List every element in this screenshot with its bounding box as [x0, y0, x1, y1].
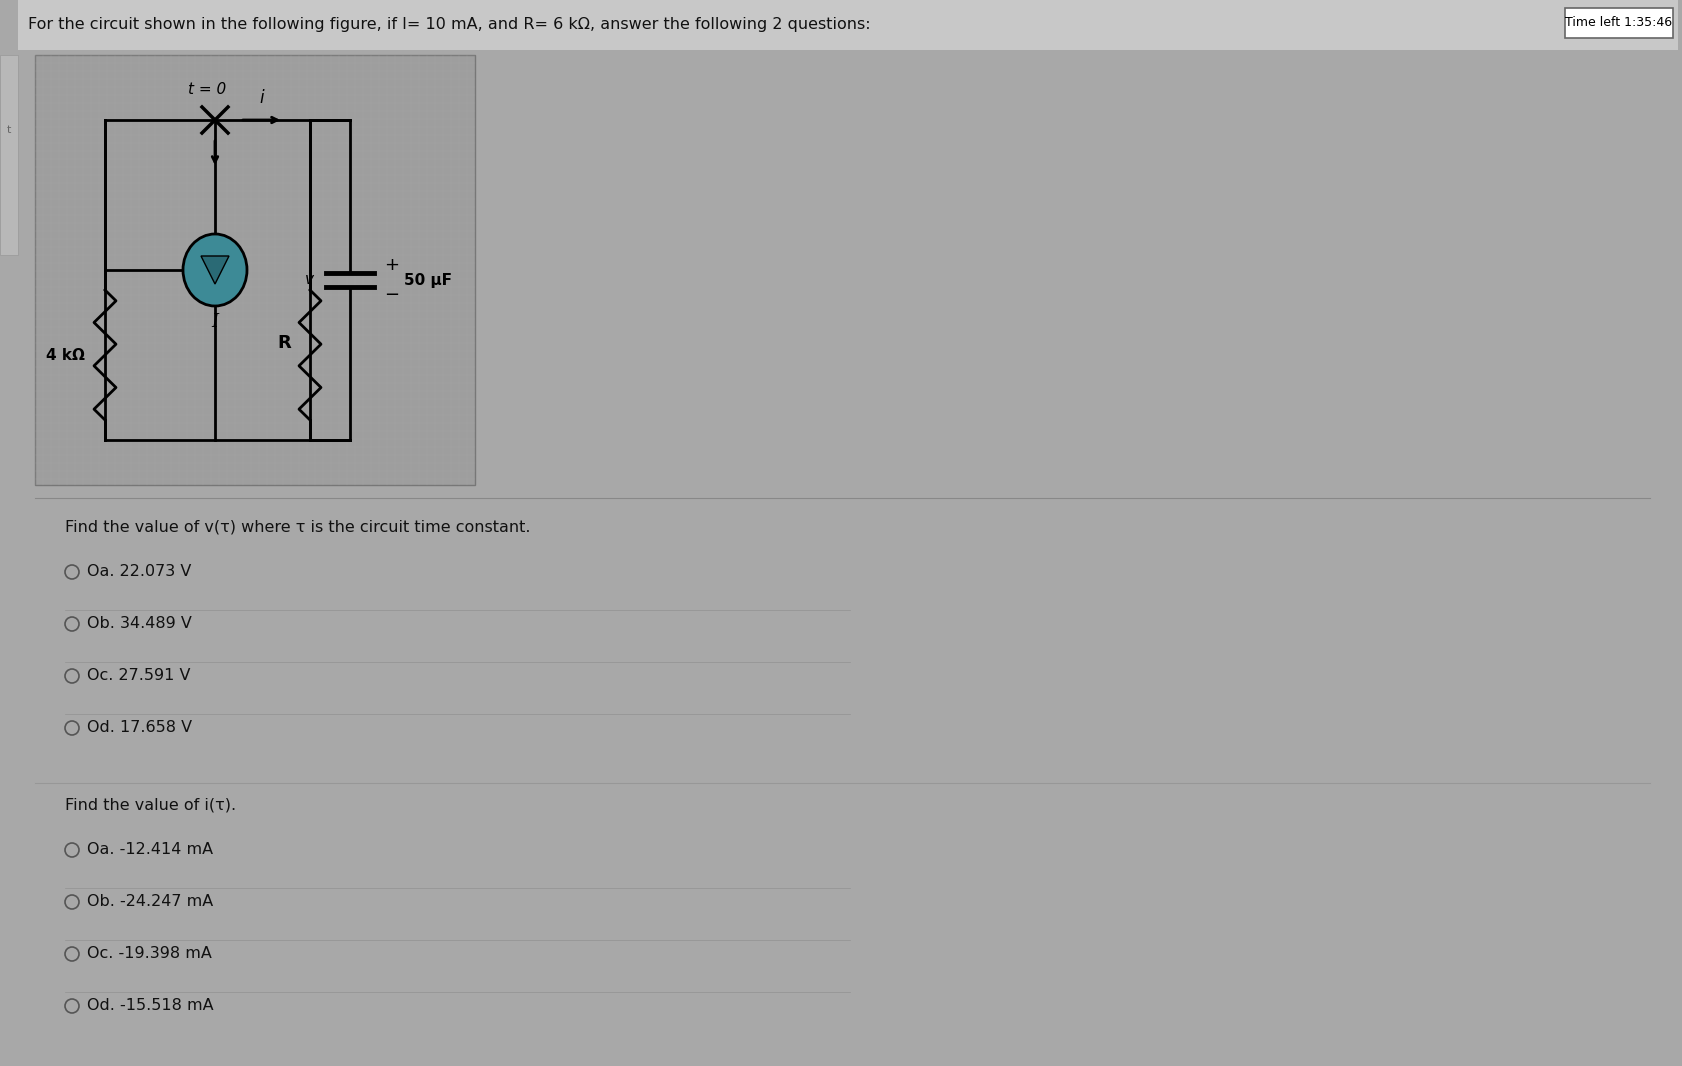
Text: Time left 1:35:46: Time left 1:35:46	[1566, 16, 1672, 30]
Ellipse shape	[183, 235, 247, 306]
Text: For the circuit shown in the following figure, if I= 10 mA, and R= 6 kΩ, answer : For the circuit shown in the following f…	[29, 17, 871, 32]
Text: −: −	[383, 286, 399, 304]
Text: 4 kΩ: 4 kΩ	[45, 348, 84, 362]
Text: v: v	[304, 273, 315, 288]
Text: Oa. 22.073 V: Oa. 22.073 V	[87, 564, 192, 579]
Text: 50 μF: 50 μF	[404, 273, 452, 288]
Text: Ob. 34.489 V: Ob. 34.489 V	[87, 616, 192, 631]
Text: t = 0: t = 0	[188, 82, 225, 97]
Text: Find the value of v(τ) where τ is the circuit time constant.: Find the value of v(τ) where τ is the ci…	[66, 520, 530, 535]
Text: Oc. -19.398 mA: Oc. -19.398 mA	[87, 946, 212, 962]
Text: R: R	[278, 334, 291, 352]
Bar	[35, 55, 474, 485]
Text: Od. 17.658 V: Od. 17.658 V	[87, 720, 192, 734]
Text: Oa. -12.414 mA: Oa. -12.414 mA	[87, 842, 214, 857]
Bar	[0, 55, 19, 255]
Bar	[19, 0, 1679, 50]
Bar	[1564, 9, 1674, 38]
Text: i: i	[259, 88, 264, 107]
Text: Oc. 27.591 V: Oc. 27.591 V	[87, 668, 190, 683]
Text: Od. -15.518 mA: Od. -15.518 mA	[87, 998, 214, 1013]
Text: I: I	[212, 313, 219, 332]
Text: Ob. -24.247 mA: Ob. -24.247 mA	[87, 894, 214, 909]
Polygon shape	[202, 256, 229, 284]
Text: t: t	[7, 125, 12, 135]
Text: Find the value of i(τ).: Find the value of i(τ).	[66, 798, 235, 813]
Text: +: +	[383, 256, 399, 274]
